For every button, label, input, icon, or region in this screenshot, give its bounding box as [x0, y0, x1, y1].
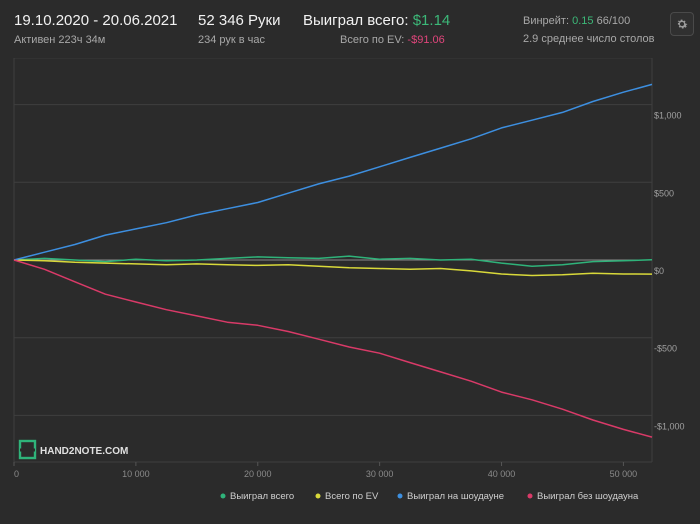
settings-button[interactable]: [670, 12, 694, 36]
won-total-value: $1.14: [412, 12, 451, 29]
y-tick-label: -$500: [654, 344, 677, 354]
winrate-value: 0.15: [572, 15, 594, 27]
series-line-won-total: [13, 255, 653, 267]
winrate-suffix: 66/100: [596, 15, 631, 27]
legend-label: Выиграл на шоудауне: [407, 491, 504, 502]
legend-label: Всего по EV: [325, 491, 379, 502]
winrate-label: Винрейт:: [523, 15, 570, 27]
series-line-showdown: [13, 83, 653, 261]
legend-marker: [397, 493, 403, 499]
ev-total-label: Всего по EV:: [340, 34, 405, 46]
ev-total: Всего по EV: -$91.06: [340, 34, 445, 46]
x-tick-label: 10 000: [122, 469, 150, 479]
legend-label: Выиграл без шоудауна: [537, 491, 639, 502]
y-tick-label: -$1,000: [654, 421, 685, 431]
date-range: 19.10.2020 - 20.06.2021: [14, 12, 178, 29]
gear-icon: [677, 19, 688, 29]
x-tick-label: 20 000: [244, 469, 272, 479]
active-time: Активен 223ч 34м: [14, 34, 106, 46]
ev-total-value: -$91.06: [407, 34, 445, 46]
series-lines: [13, 83, 653, 438]
y-tick-label: $500: [654, 188, 674, 198]
hands-count: 52 346 Руки: [198, 12, 281, 29]
profit-graph: $1,000 $500 $0 -$500 -$1,000 0 10 000 20 000 30…: [13, 57, 685, 502]
won-total-label: Выиграл всего:: [303, 12, 409, 29]
y-tick-label: $0: [654, 266, 664, 276]
series-line-ev: [13, 259, 653, 277]
series-line-non-showdown: [13, 259, 653, 438]
x-tick-label: 0: [14, 469, 19, 479]
x-tick-label: 30 000: [366, 469, 394, 479]
won-total: Выиграл всего: $1.14: [303, 12, 450, 29]
legend-marker: [527, 493, 533, 499]
x-axis-ticks: 0 10 000 20 000 30 000 40 000 50 000: [13, 462, 638, 479]
winrate: Винрейт: 0.15 66/100: [523, 15, 630, 27]
stats-header: 19.10.2020 - 20.06.2021 Активен 223ч 34м…: [0, 0, 700, 58]
legend-marker: [220, 493, 226, 499]
hand2note-logo: HAND2NOTE.COM: [18, 439, 128, 460]
chart-area: $1,000 $500 $0 -$500 -$1,000 0 10 000 20 000 30…: [0, 57, 700, 519]
y-axis-ticks: $1,000 $500 $0 -$500 -$1,000: [654, 111, 685, 432]
avg-tables: 2.9 среднее число столов: [523, 33, 655, 45]
logo-text: HAND2NOTE.COM: [40, 446, 128, 457]
legend-marker: [315, 493, 321, 499]
x-tick-label: 50 000: [610, 469, 638, 479]
hands-per-hour: 234 рук в час: [198, 34, 266, 46]
x-tick-label: 40 000: [488, 469, 516, 479]
legend: Выиграл всего Всего по EV Выиграл на шоуда…: [220, 491, 639, 502]
y-tick-label: $1,000: [654, 111, 682, 121]
grid-lines: [13, 58, 653, 463]
legend-label: Выиграл всего: [230, 491, 294, 502]
